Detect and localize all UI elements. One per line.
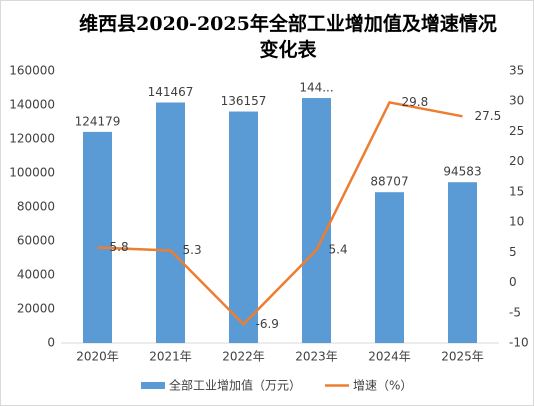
x-tick-label: 2020年 bbox=[76, 350, 119, 364]
y-tick-label: 60000 bbox=[17, 234, 55, 248]
y2-tick-label: 25 bbox=[509, 124, 524, 138]
line-value-label: 5.8 bbox=[110, 240, 129, 254]
bar-value-label: 141467 bbox=[148, 85, 194, 99]
y2-tick-label: 10 bbox=[509, 215, 524, 229]
y2-tick-label: 5 bbox=[509, 245, 517, 259]
x-tick-label: 2024年 bbox=[368, 350, 411, 364]
bar bbox=[302, 98, 331, 343]
chart-title: 维西县2020-2025年全部工业增加值及增速情况变化表 bbox=[79, 13, 497, 61]
bar bbox=[448, 182, 477, 343]
y-tick-label: 20000 bbox=[17, 302, 55, 316]
bar bbox=[229, 111, 258, 343]
bar-value-label: 136157 bbox=[221, 94, 267, 108]
line-value-label: 5.3 bbox=[183, 243, 202, 257]
line-value-label: -6.9 bbox=[256, 317, 279, 331]
legend-label: 全部工业增加值（万元） bbox=[169, 378, 301, 393]
x-tick-label: 2022年 bbox=[222, 350, 265, 364]
line-value-label: 27.5 bbox=[475, 109, 502, 123]
line bbox=[97, 101, 463, 327]
y-tick-label: 140000 bbox=[9, 98, 55, 112]
y-tick-label: 80000 bbox=[17, 200, 55, 214]
x-tick-label: 2021年 bbox=[149, 350, 192, 364]
bar-value-label: 144... bbox=[299, 81, 333, 95]
y-tick-label: 100000 bbox=[9, 166, 55, 180]
legend-label: 增速（%） bbox=[353, 379, 412, 393]
bar-value-label: 94583 bbox=[443, 165, 481, 179]
y-tick-label: 120000 bbox=[9, 132, 55, 146]
x-tick-label: 2025年 bbox=[441, 350, 484, 364]
y2-tick-label: 35 bbox=[509, 64, 524, 78]
y-tick-label: 40000 bbox=[17, 268, 55, 282]
bar bbox=[375, 192, 404, 343]
x-tick-label: 2023年 bbox=[295, 350, 338, 364]
y-tick-label: 0 bbox=[47, 336, 55, 350]
y2-tick-label: 15 bbox=[509, 184, 524, 198]
y2-tick-label: 0 bbox=[509, 275, 517, 289]
bar-value-label: 88707 bbox=[370, 175, 408, 189]
y2-tick-label: -5 bbox=[509, 305, 521, 319]
line-value-label: 5.4 bbox=[329, 242, 348, 256]
legend-swatch bbox=[141, 382, 165, 389]
line-value-label: 29.8 bbox=[402, 95, 429, 109]
y2-tick-label: 20 bbox=[509, 154, 524, 168]
bar bbox=[156, 102, 185, 343]
y-tick-label: 160000 bbox=[9, 64, 55, 78]
bar bbox=[83, 131, 112, 343]
bar-value-label: 124179 bbox=[75, 114, 121, 128]
y2-tick-label: 30 bbox=[509, 94, 524, 108]
y2-tick-label: -10 bbox=[509, 336, 529, 350]
